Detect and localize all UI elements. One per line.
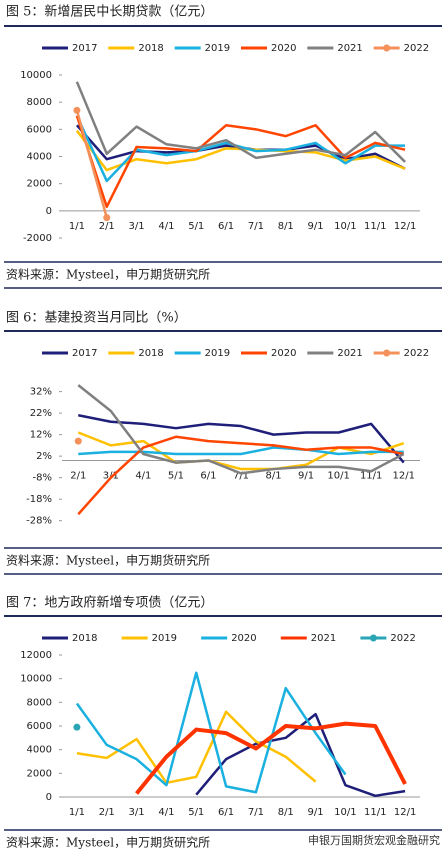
point xyxy=(73,723,81,731)
x-tick-label: 11/1 xyxy=(360,470,382,481)
legend-label: 2021 xyxy=(311,633,336,644)
x-tick-label: 6/1 xyxy=(218,221,234,232)
y-tick-label: 6000 xyxy=(27,721,52,732)
legend-label: 2017 xyxy=(72,43,97,54)
y-tick-label: 10000 xyxy=(20,70,52,81)
point xyxy=(74,437,82,445)
legend-label: 2022 xyxy=(390,633,415,644)
caption: 图 7：地方政府新增专项债（亿元） xyxy=(6,595,213,611)
x-tick-label: 11/1 xyxy=(364,807,386,818)
series-line xyxy=(77,431,405,471)
y-tick-label: -2000 xyxy=(23,233,52,244)
y-tick-label: 2000 xyxy=(27,179,52,190)
x-tick-label: 3/1 xyxy=(129,807,145,818)
series-line xyxy=(77,435,404,516)
y-tick-label: 22% xyxy=(30,408,52,419)
legend-label: 2019 xyxy=(205,348,230,359)
x-tick-label: 10/1 xyxy=(327,470,349,481)
legend-marker xyxy=(383,349,391,357)
y-tick-label: 12000 xyxy=(20,650,52,661)
y-tick-label: 2% xyxy=(36,451,52,462)
x-tick-label: 12/1 xyxy=(392,470,414,481)
series-line xyxy=(135,721,407,795)
x-tick-label: 1/1 xyxy=(69,221,85,232)
caption: 图 5：新增居民中长期贷款（亿元） xyxy=(6,4,213,20)
x-tick-label: 4/1 xyxy=(135,470,151,481)
series-line xyxy=(75,109,108,218)
y-tick-label: 12% xyxy=(30,430,52,441)
x-tick-label: 2/1 xyxy=(70,470,86,481)
series-line xyxy=(75,81,406,163)
x-tick-label: 1/1 xyxy=(69,807,85,818)
x-tick-label: 3/1 xyxy=(103,470,119,481)
y-tick-label: 4000 xyxy=(27,152,52,163)
x-tick-label: 8/1 xyxy=(265,470,281,481)
legend-label: 2019 xyxy=(205,43,230,54)
y-tick-label: 8000 xyxy=(27,97,52,108)
x-tick-label: 12/1 xyxy=(394,807,416,818)
y-tick-label: 4000 xyxy=(27,745,52,756)
y-tick-label: 32% xyxy=(30,387,52,398)
series-line xyxy=(77,384,405,475)
legend-label: 2019 xyxy=(152,633,177,644)
y-tick-label: -28% xyxy=(26,516,52,527)
x-tick-label: 9/1 xyxy=(308,221,324,232)
x-tick-label: 6/1 xyxy=(218,807,234,818)
x-tick-label: 10/1 xyxy=(334,807,356,818)
x-tick-label: 4/1 xyxy=(158,807,174,818)
x-tick-label: 5/1 xyxy=(168,470,184,481)
legend-label: 2020 xyxy=(231,633,256,644)
x-tick-label: 7/1 xyxy=(248,221,264,232)
y-tick-label: 8000 xyxy=(27,697,52,708)
legend-label: 2021 xyxy=(337,348,362,359)
x-tick-label: 2/1 xyxy=(99,221,115,232)
legend-label: 2022 xyxy=(404,348,429,359)
legend-label: 2021 xyxy=(337,43,362,54)
series-line xyxy=(76,710,317,785)
caption: 图 6：基建投资当月同比（%） xyxy=(6,310,187,326)
x-tick-label: 9/1 xyxy=(298,470,314,481)
series-line xyxy=(78,446,404,456)
x-tick-label: 11/1 xyxy=(364,221,386,232)
source: 资料来源：Mysteel，申万期货研究所 xyxy=(6,835,210,850)
point xyxy=(103,214,111,222)
x-tick-label: 2/1 xyxy=(99,807,115,818)
x-tick-label: 12/1 xyxy=(394,221,416,232)
point xyxy=(73,106,81,114)
legend-marker xyxy=(369,634,377,642)
y-tick-label: -18% xyxy=(26,494,52,505)
x-tick-label: 5/1 xyxy=(188,221,204,232)
x-tick-label: 10/1 xyxy=(334,221,356,232)
x-tick-label: 8/1 xyxy=(278,221,294,232)
source: 资料来源：Mysteel，申万期货研究所 xyxy=(6,267,210,282)
source: 资料来源：Mysteel，申万期货研究所 xyxy=(6,553,210,568)
watermark: 申银万国期货宏观金融研究 xyxy=(308,833,440,847)
legend-label: 2020 xyxy=(271,348,296,359)
legend-marker xyxy=(383,44,391,52)
legend-label: 2018 xyxy=(72,633,97,644)
x-tick-label: 3/1 xyxy=(129,221,145,232)
series-line xyxy=(78,414,405,464)
x-tick-label: 8/1 xyxy=(278,807,294,818)
y-tick-label: 6000 xyxy=(27,124,52,135)
legend-label: 2022 xyxy=(404,43,429,54)
x-tick-label: 5/1 xyxy=(188,807,204,818)
x-tick-label: 9/1 xyxy=(308,807,324,818)
series-line xyxy=(75,115,406,209)
legend-label: 2018 xyxy=(138,43,163,54)
x-tick-label: 6/1 xyxy=(200,470,216,481)
y-tick-label: 10000 xyxy=(20,674,52,685)
y-tick-label: 0 xyxy=(46,206,52,217)
x-tick-label: 7/1 xyxy=(248,807,264,818)
y-tick-label: -8% xyxy=(33,473,52,484)
x-tick-label: 7/1 xyxy=(233,470,249,481)
y-tick-label: 2000 xyxy=(27,768,52,779)
x-tick-label: 4/1 xyxy=(158,221,174,232)
y-tick-label: 0 xyxy=(46,792,52,803)
legend-label: 2018 xyxy=(138,348,163,359)
legend-label: 2017 xyxy=(72,348,97,359)
legend-label: 2020 xyxy=(271,43,296,54)
